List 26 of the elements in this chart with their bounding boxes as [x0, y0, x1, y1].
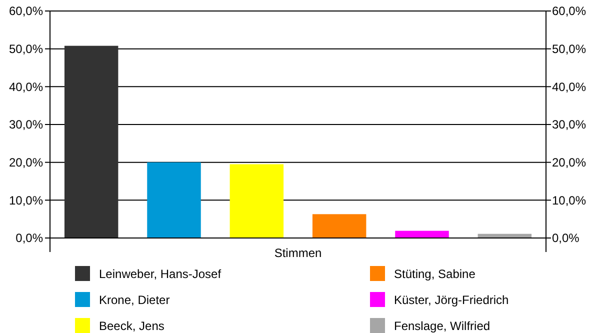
text: 10,0%	[552, 193, 586, 208]
y-tick-label: 50,0%	[8, 42, 44, 56]
text: 60,0%	[552, 4, 586, 18]
legend-label: Beeck, Jens	[99, 319, 164, 333]
text: 30,0%	[552, 118, 586, 132]
bar	[395, 230, 449, 238]
legend-label: Krone, Dieter	[99, 293, 170, 308]
text: 40,0%	[552, 80, 586, 94]
legend-label: Leinweber, Hans-Josef	[99, 267, 222, 282]
text: 20,0%	[552, 156, 586, 170]
x-tick-label: Stimmen	[274, 246, 322, 260]
legend-label: Stüting, Sabine	[394, 267, 476, 282]
y-tick-label: 0,0%	[16, 231, 44, 246]
y-tick-label: 10,0%	[8, 193, 44, 208]
legend-label: Küster, Jörg-Friedrich	[394, 293, 509, 308]
y-tick-label: 60,0%	[8, 4, 44, 18]
text: 50,0%	[552, 42, 586, 56]
y-tick-label: 20,0%	[8, 156, 44, 170]
y-tick-label: 40,0%	[8, 80, 44, 94]
bar	[230, 164, 284, 238]
y-tick-label: 30,0%	[8, 118, 44, 132]
bar	[312, 214, 366, 238]
bar	[64, 46, 118, 238]
legend-label: Fenslage, Wilfried	[394, 319, 490, 333]
text: 0,0%	[552, 231, 580, 246]
bar	[147, 162, 201, 238]
